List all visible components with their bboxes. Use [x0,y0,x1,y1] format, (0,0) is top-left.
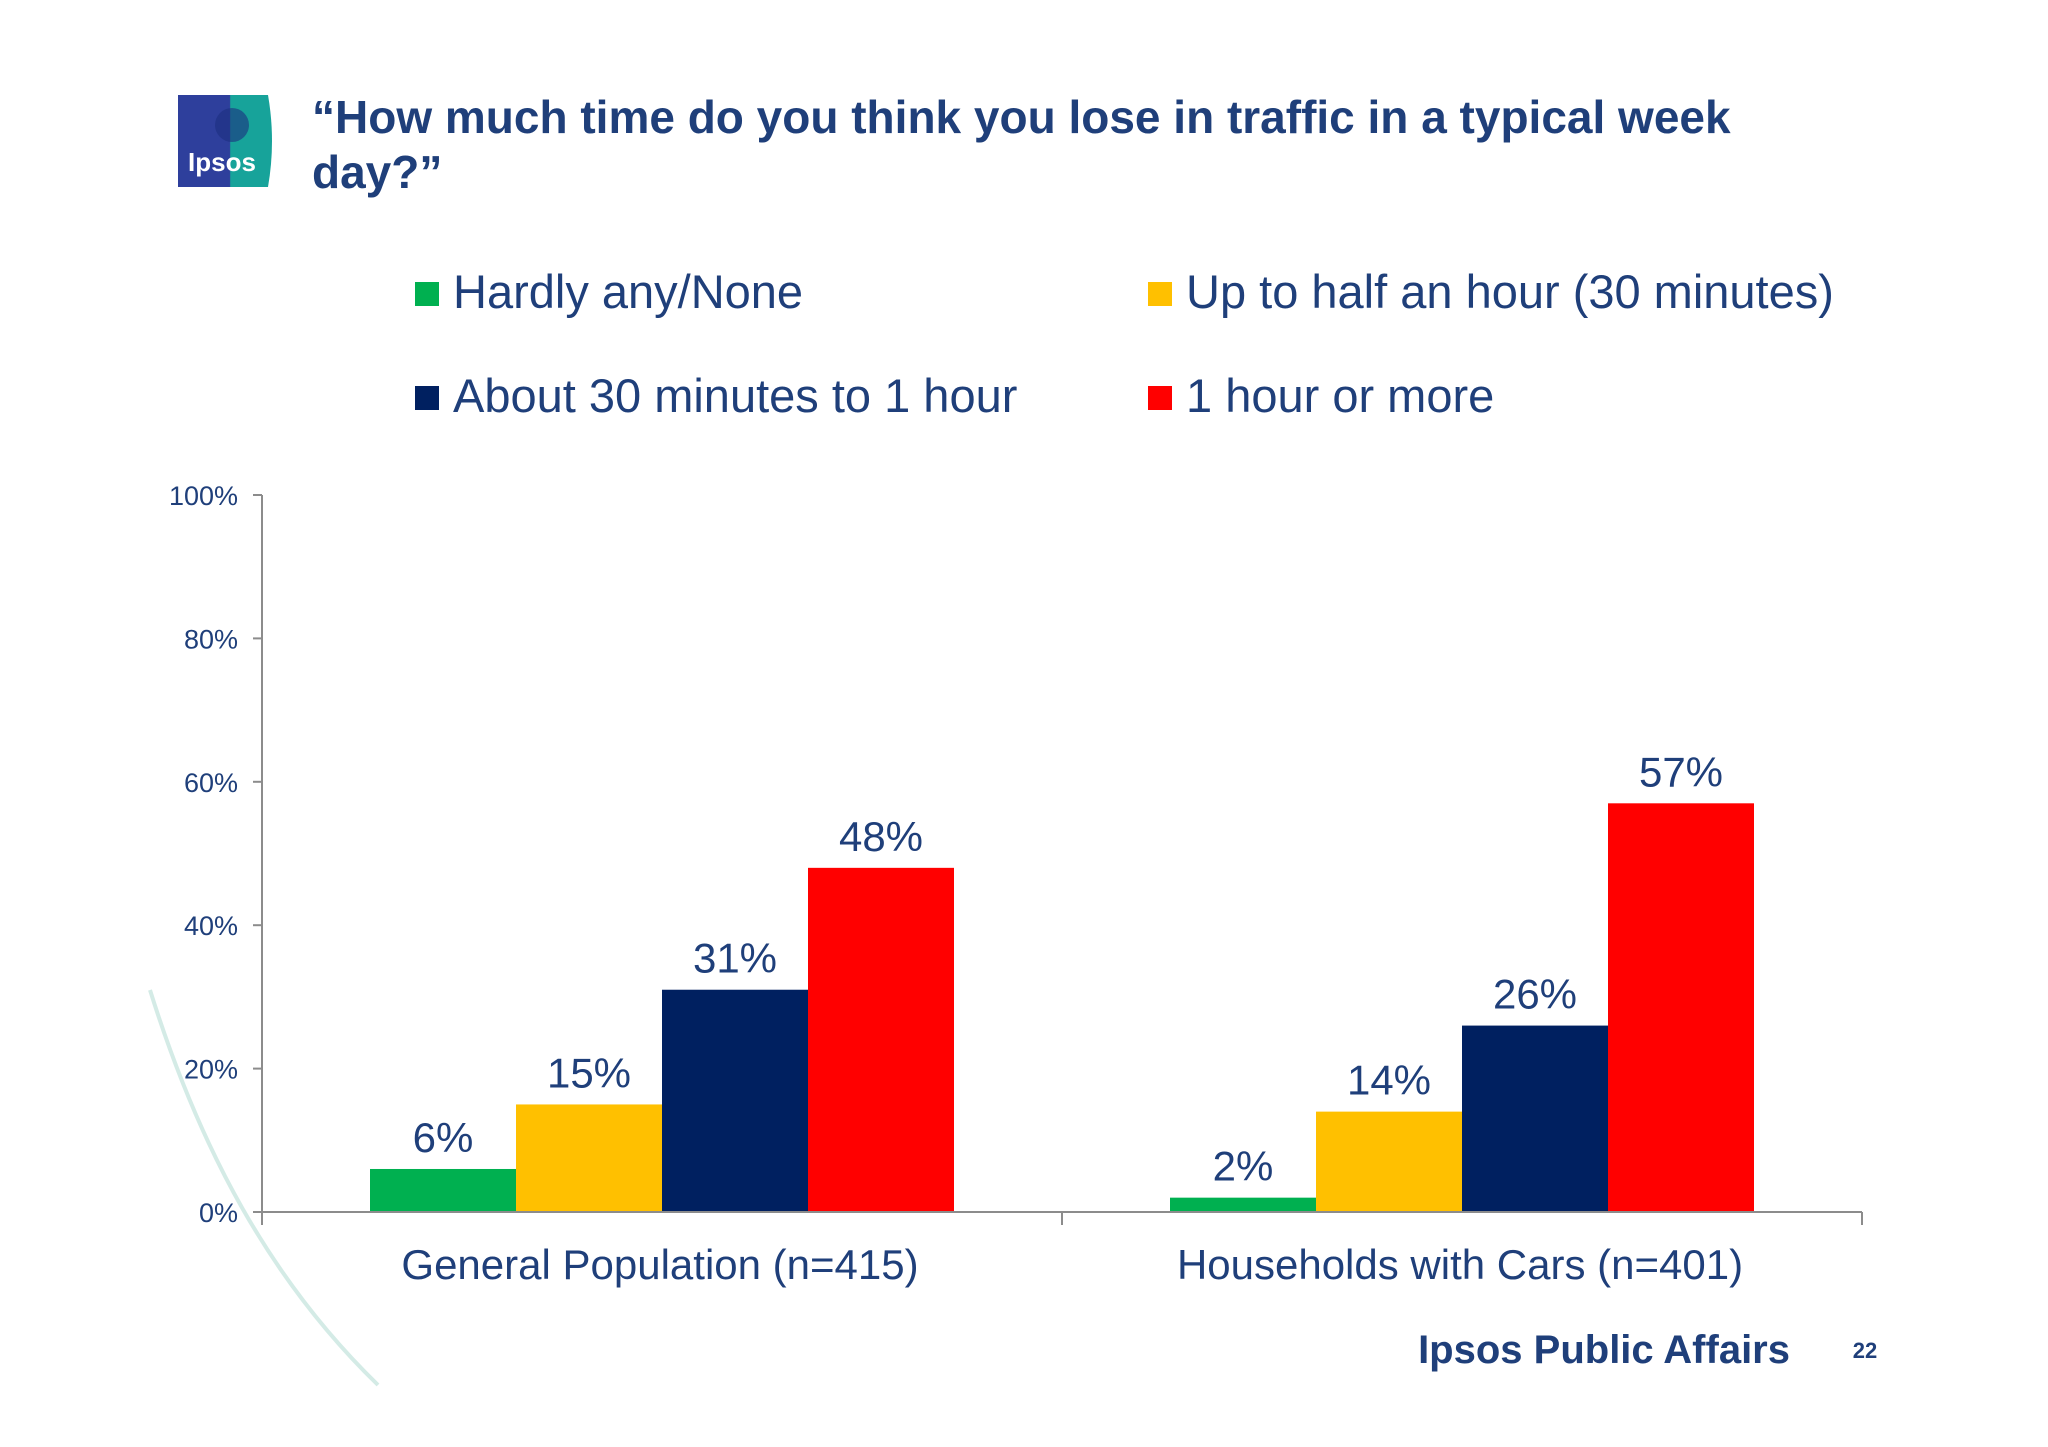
data-label: 6% [413,1114,474,1161]
x-category-label-1: General Population (n=415) [401,1241,918,1288]
legend-label-4: 1 hour or more [1186,369,1494,422]
data-label: 2% [1213,1143,1274,1190]
legend-swatch-3 [415,386,439,410]
ipsos-logo: Ipsos [178,95,272,187]
x-category-label-2: Households with Cars (n=401) [1177,1241,1743,1288]
data-label: 31% [693,935,777,982]
bar [370,1168,516,1212]
bars: 6% 15% 31% 48% 2% 14% 26% 57% [370,748,1754,1212]
chart-title: “How much time do you think you lose in … [312,91,1731,198]
legend-label-1: Hardly any/None [453,265,803,318]
legend-swatch-1 [415,282,439,306]
bar [1170,1197,1316,1212]
data-label: 57% [1639,748,1723,795]
legend-label-3: About 30 minutes to 1 hour [453,369,1017,422]
y-tick-label: 40% [184,911,238,941]
bar [1608,803,1754,1212]
y-tick-label: 60% [184,768,238,798]
data-label: 15% [547,1049,631,1096]
bar [1462,1025,1608,1212]
y-tick-label: 80% [184,624,238,654]
legend: Hardly any/None Up to half an hour (30 mi… [415,265,1834,422]
y-tick-label: 0% [199,1198,238,1228]
y-tick-label: 20% [184,1055,238,1085]
footer-brand: Ipsos Public Affairs [1418,1328,1790,1372]
bar [1316,1111,1462,1212]
data-label: 26% [1493,971,1577,1018]
bar [516,1104,662,1212]
x-axis: General Population (n=415) Households wit… [261,1211,1863,1288]
y-tick-label: 100% [169,481,238,511]
legend-label-2: Up to half an hour (30 minutes) [1186,265,1834,318]
y-axis: 0% 20% 40% 60% 80% 100% [169,481,263,1228]
bar [662,989,808,1212]
legend-swatch-4 [1148,386,1172,410]
page-number: 22 [1852,1338,1878,1363]
data-label: 14% [1347,1057,1431,1104]
data-label: 48% [839,813,923,860]
legend-swatch-2 [1148,282,1172,306]
bar [808,867,954,1212]
logo-text: Ipsos [188,147,256,177]
